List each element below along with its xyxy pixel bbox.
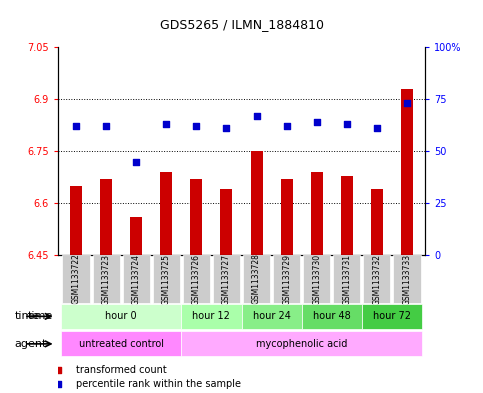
Bar — [341, 176, 353, 255]
Text: time: time — [14, 311, 40, 321]
FancyBboxPatch shape — [273, 255, 300, 303]
Point — [283, 123, 290, 129]
Bar — [281, 179, 293, 255]
Text: hour 24: hour 24 — [253, 311, 291, 321]
FancyBboxPatch shape — [333, 255, 360, 303]
FancyBboxPatch shape — [363, 255, 390, 303]
FancyBboxPatch shape — [181, 304, 242, 329]
FancyBboxPatch shape — [62, 255, 89, 303]
FancyBboxPatch shape — [183, 255, 210, 303]
FancyBboxPatch shape — [123, 255, 150, 303]
Bar — [160, 172, 172, 255]
FancyBboxPatch shape — [242, 304, 302, 329]
Text: GSM1133722: GSM1133722 — [71, 253, 81, 305]
Bar — [100, 179, 112, 255]
Bar — [251, 151, 263, 255]
Point — [313, 119, 321, 125]
Text: GDS5265 / ILMN_1884810: GDS5265 / ILMN_1884810 — [159, 18, 324, 31]
Text: GSM1133733: GSM1133733 — [402, 253, 412, 305]
Point — [373, 125, 381, 132]
FancyBboxPatch shape — [153, 255, 180, 303]
Text: hour 72: hour 72 — [373, 311, 411, 321]
Point — [72, 123, 80, 129]
Text: time: time — [28, 311, 53, 321]
Point — [343, 121, 351, 127]
Bar — [311, 172, 323, 255]
Text: percentile rank within the sample: percentile rank within the sample — [76, 378, 242, 389]
FancyBboxPatch shape — [61, 304, 181, 329]
Text: GSM1133727: GSM1133727 — [222, 253, 231, 305]
Bar — [371, 189, 383, 255]
FancyBboxPatch shape — [302, 304, 362, 329]
Text: GSM1133724: GSM1133724 — [132, 253, 141, 305]
FancyBboxPatch shape — [394, 255, 421, 303]
Point — [238, 197, 245, 204]
Bar — [190, 179, 202, 255]
FancyBboxPatch shape — [213, 255, 240, 303]
Point — [193, 123, 200, 129]
Text: GSM1133730: GSM1133730 — [312, 253, 321, 305]
Bar — [401, 89, 413, 255]
Bar — [130, 217, 142, 255]
Text: hour 12: hour 12 — [192, 311, 230, 321]
Text: mycophenolic acid: mycophenolic acid — [256, 339, 347, 349]
Text: GSM1133723: GSM1133723 — [101, 253, 111, 305]
Point — [253, 113, 260, 119]
Point — [132, 158, 140, 165]
FancyBboxPatch shape — [181, 331, 422, 356]
Bar — [70, 186, 82, 255]
FancyBboxPatch shape — [93, 255, 120, 303]
Point — [403, 100, 411, 107]
Text: transformed count: transformed count — [76, 365, 167, 375]
Text: hour 0: hour 0 — [105, 311, 137, 321]
Point — [238, 322, 245, 329]
Text: GSM1133725: GSM1133725 — [162, 253, 171, 305]
Point — [102, 123, 110, 129]
Text: GSM1133728: GSM1133728 — [252, 253, 261, 305]
Text: GSM1133732: GSM1133732 — [372, 253, 382, 305]
Text: GSM1133726: GSM1133726 — [192, 253, 201, 305]
FancyBboxPatch shape — [303, 255, 330, 303]
FancyBboxPatch shape — [243, 255, 270, 303]
Text: GSM1133731: GSM1133731 — [342, 253, 351, 305]
Text: untreated control: untreated control — [79, 339, 164, 349]
Text: GSM1133729: GSM1133729 — [282, 253, 291, 305]
FancyBboxPatch shape — [362, 304, 422, 329]
Bar — [220, 189, 232, 255]
FancyBboxPatch shape — [61, 331, 181, 356]
Text: hour 48: hour 48 — [313, 311, 351, 321]
Point — [162, 121, 170, 127]
Point — [223, 125, 230, 132]
Text: agent: agent — [14, 339, 47, 349]
